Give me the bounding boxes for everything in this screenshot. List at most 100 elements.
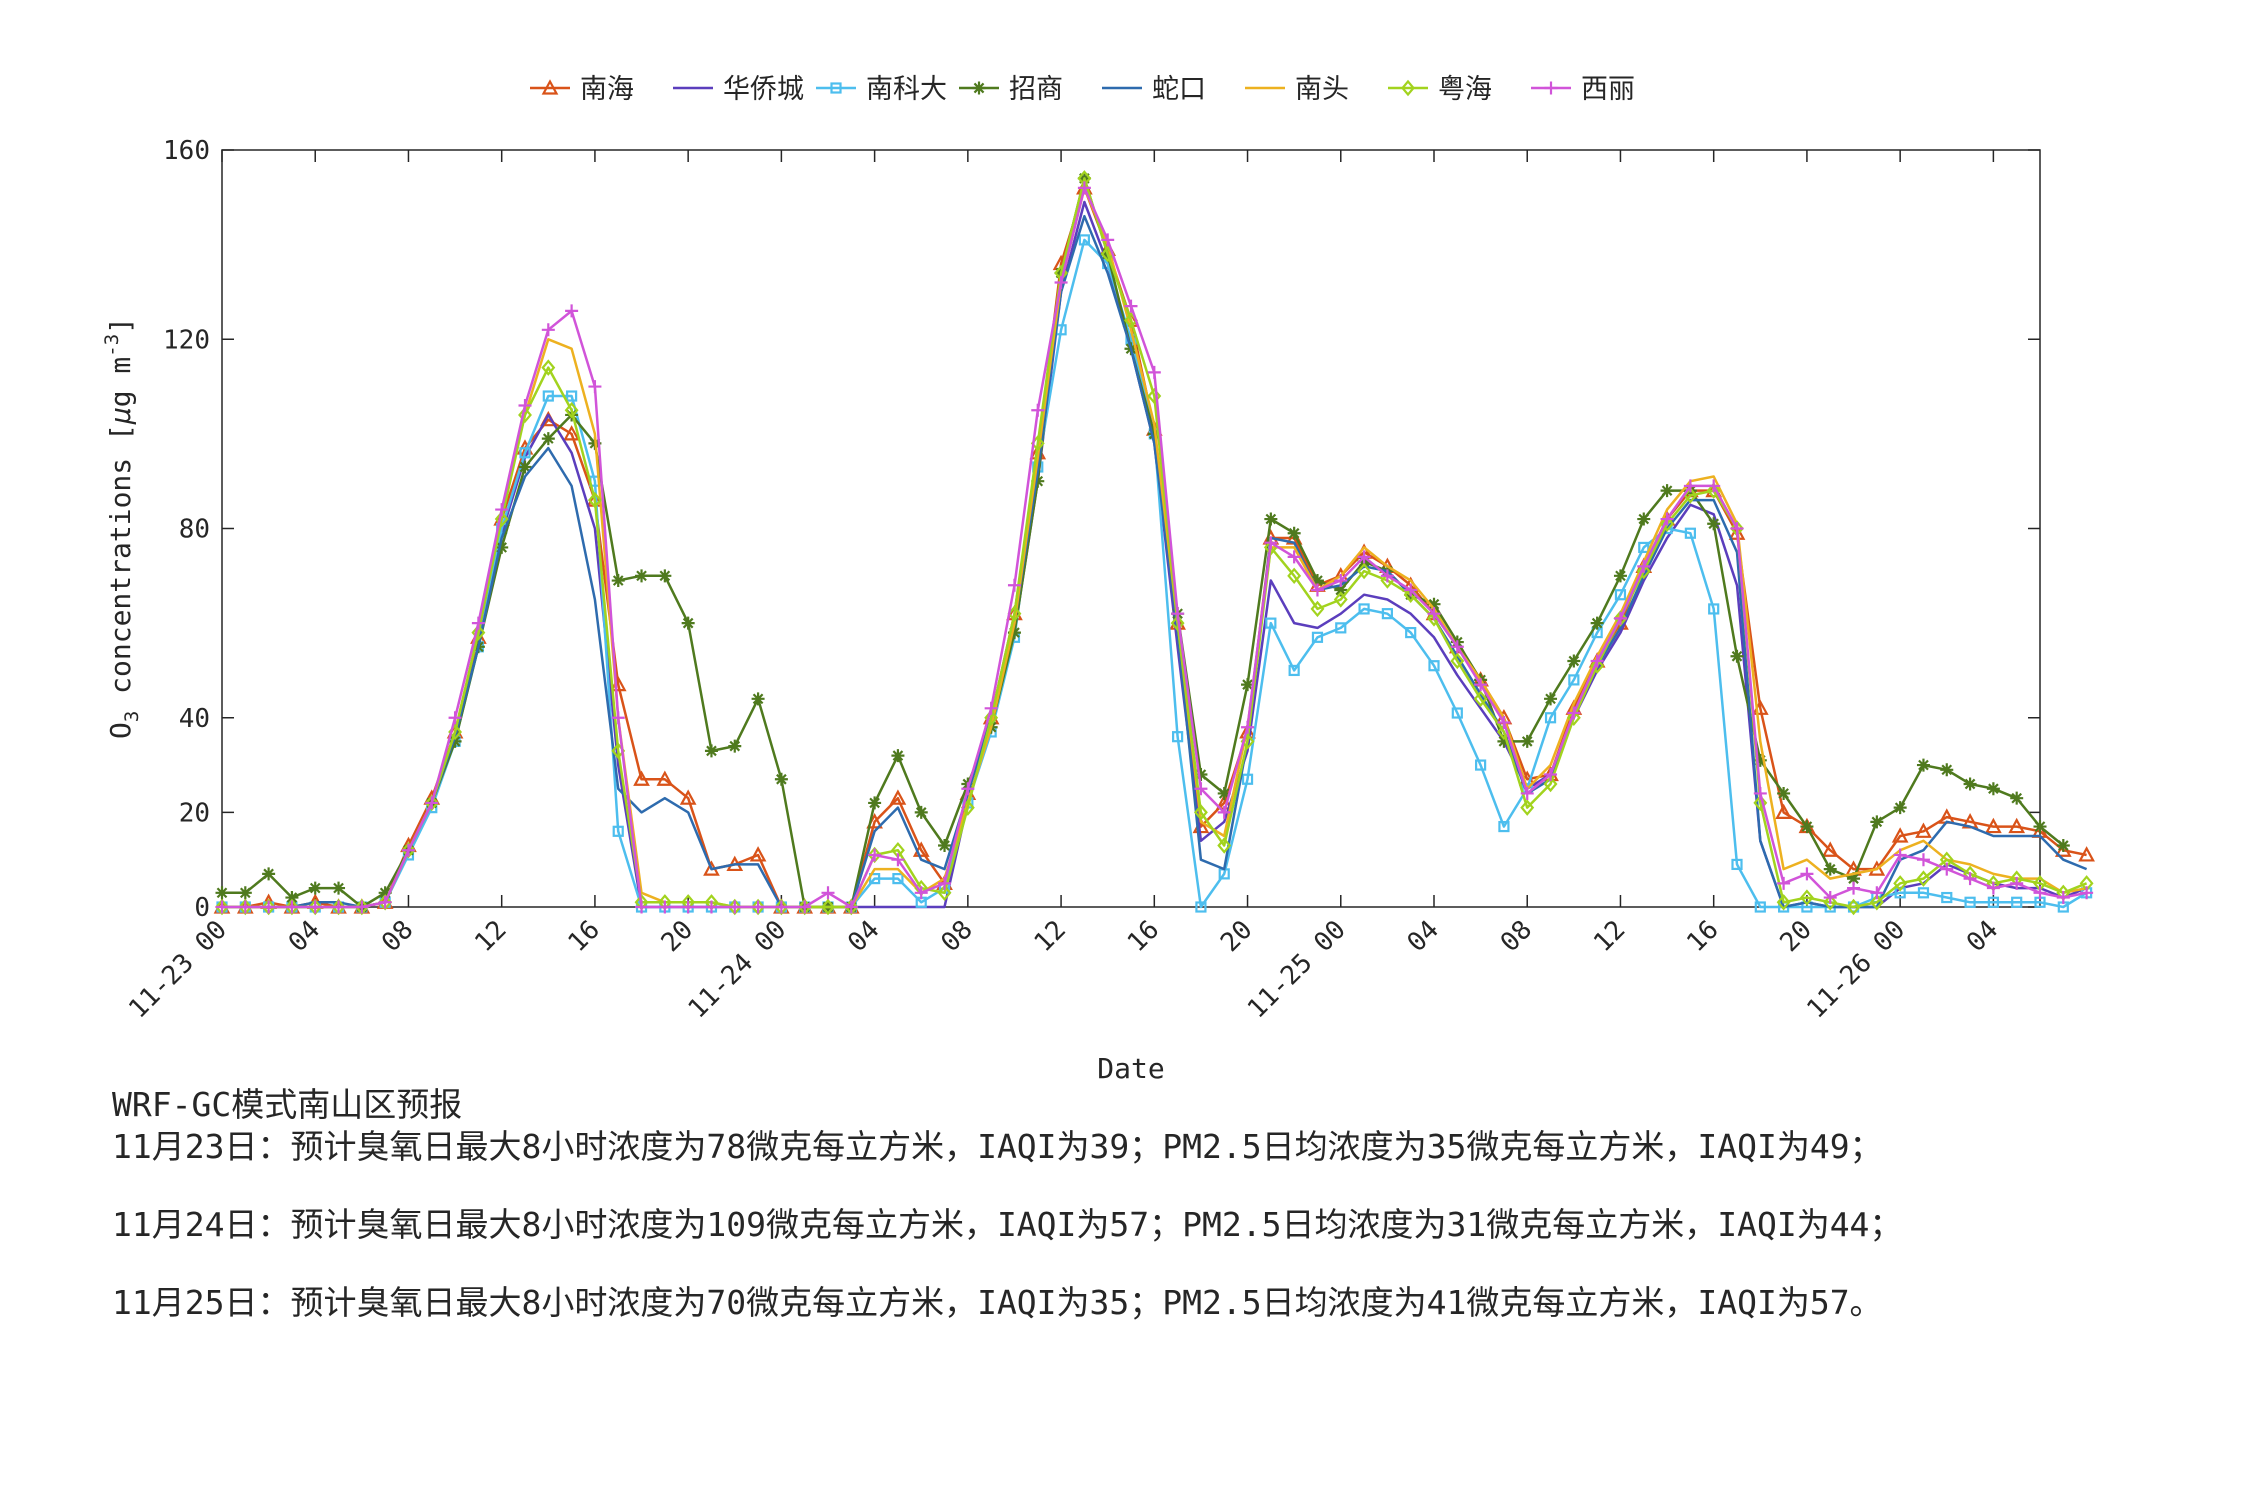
series-8-point xyxy=(1241,720,1255,734)
legend-marker xyxy=(1401,79,1415,97)
series-7-point xyxy=(937,884,952,902)
series-7-point xyxy=(494,510,509,528)
series-4-point xyxy=(658,569,672,583)
series-8-point xyxy=(1520,786,1534,800)
ylabel-symbol: O xyxy=(104,722,137,739)
x-tick-label-10: 16 xyxy=(1122,915,1165,958)
series-6 xyxy=(222,186,2087,909)
legend-marker xyxy=(1544,81,1558,95)
series-8-point xyxy=(1357,550,1371,564)
series-8-point xyxy=(1450,640,1464,654)
legend-label-2: 华侨城 xyxy=(723,74,804,105)
series-8-point xyxy=(448,711,462,725)
series-3-point xyxy=(1498,820,1510,833)
series-4-point xyxy=(1007,626,1021,640)
series-7-point xyxy=(1566,709,1581,726)
series-4-point xyxy=(2056,838,2070,852)
series-4-point xyxy=(1590,616,1604,630)
series-8-point xyxy=(215,900,229,914)
y-tick-label-1: 20 xyxy=(179,798,210,828)
series-4-point xyxy=(1520,734,1534,748)
x-tick-label-1: 04 xyxy=(283,915,326,958)
series-8-point xyxy=(611,711,625,725)
series-8-point xyxy=(751,900,765,914)
series-7-point xyxy=(1590,657,1605,674)
series-8-point xyxy=(1870,886,1884,900)
series-8-point xyxy=(868,848,882,862)
series-7-point xyxy=(1799,889,1814,906)
plot-area xyxy=(221,149,2041,908)
series-4-point xyxy=(1707,517,1721,531)
x-tick-label-17: 20 xyxy=(1775,915,1818,958)
y-tick-label-0: 0 xyxy=(194,893,210,923)
series-7-point xyxy=(1636,562,1651,580)
x-tick-label-3: 12 xyxy=(469,915,512,958)
series-8-point xyxy=(938,876,952,890)
series-7-point xyxy=(564,402,579,419)
series-8-point xyxy=(961,782,975,796)
series-3-point xyxy=(1941,891,1953,904)
series-7-point xyxy=(1543,775,1558,793)
legend-item-4: 招商 xyxy=(959,74,1063,105)
series-3-point xyxy=(519,447,531,459)
series-3-point xyxy=(1568,674,1580,686)
series-8-point xyxy=(1427,607,1441,621)
series-8-point xyxy=(844,900,858,914)
series-4-point xyxy=(1264,512,1278,526)
x-tick-label-9: 12 xyxy=(1029,915,1072,958)
series-8-point xyxy=(332,900,346,914)
series-8-point xyxy=(565,304,579,318)
y-tick-label-2: 40 xyxy=(179,704,210,734)
series-3-point xyxy=(1311,631,1324,643)
series-8-point xyxy=(1147,365,1161,379)
series-3-point xyxy=(1288,664,1300,677)
x-tick-label-14: 08 xyxy=(1495,915,1538,958)
series-7-point xyxy=(1310,600,1325,618)
series-8-point xyxy=(588,380,602,394)
x-tick-label-15: 12 xyxy=(1588,915,1631,958)
legend-item-5: 蛇口 xyxy=(1102,74,1206,105)
legend-item-1: 南海 xyxy=(530,74,634,105)
y-tick-label-3: 80 xyxy=(179,515,210,545)
x-tick-label-6: 11-24 00 xyxy=(683,915,793,1025)
series-4-point xyxy=(728,739,742,753)
legend-item-3: 南科大 xyxy=(816,74,947,105)
series-7-point xyxy=(1893,875,1908,892)
series-7-point xyxy=(1287,567,1302,585)
series-4-point xyxy=(1847,872,1861,886)
series-line-5 xyxy=(222,214,2088,909)
series-1-point xyxy=(656,770,674,786)
series-4-point xyxy=(1613,569,1627,583)
series-3-point xyxy=(1195,901,1207,913)
series-8-point xyxy=(728,900,742,914)
x-tick-label-4: 16 xyxy=(563,915,606,958)
series-4-point xyxy=(1031,474,1045,488)
series-4-point xyxy=(495,540,509,554)
series-3-point xyxy=(1381,608,1393,620)
forecast-title: WRF-GC模式南山区预报 xyxy=(112,1085,463,1124)
series-8-point xyxy=(1753,786,1767,800)
series-8-point xyxy=(1287,550,1301,564)
series-1-point xyxy=(1985,817,2002,834)
x-tick-label-8: 08 xyxy=(935,915,978,958)
series-8-point xyxy=(1007,578,1021,592)
series-3-point xyxy=(1265,617,1277,629)
series-8-point xyxy=(285,900,299,914)
legend-marker xyxy=(830,82,842,94)
ylabel-end: ] xyxy=(104,317,137,334)
series-4-point xyxy=(1916,758,1930,772)
legend-marker xyxy=(541,79,559,95)
ylabel-middle: concentrations [ xyxy=(104,424,137,711)
series-3-point xyxy=(1078,234,1090,246)
series-7-point xyxy=(1193,804,1208,821)
series-7-point xyxy=(1753,794,1768,812)
series-7-point xyxy=(1217,837,1232,854)
series-8-point xyxy=(1986,881,2000,895)
series-7-point xyxy=(1357,562,1372,580)
x-tick-label-13: 04 xyxy=(1402,915,1445,958)
series-8-point xyxy=(2056,891,2070,905)
series-8-point xyxy=(1683,479,1697,493)
series-4-point xyxy=(1660,484,1674,498)
series-3-point xyxy=(2011,896,2023,908)
ylabel-superscript: -3 xyxy=(101,334,123,357)
